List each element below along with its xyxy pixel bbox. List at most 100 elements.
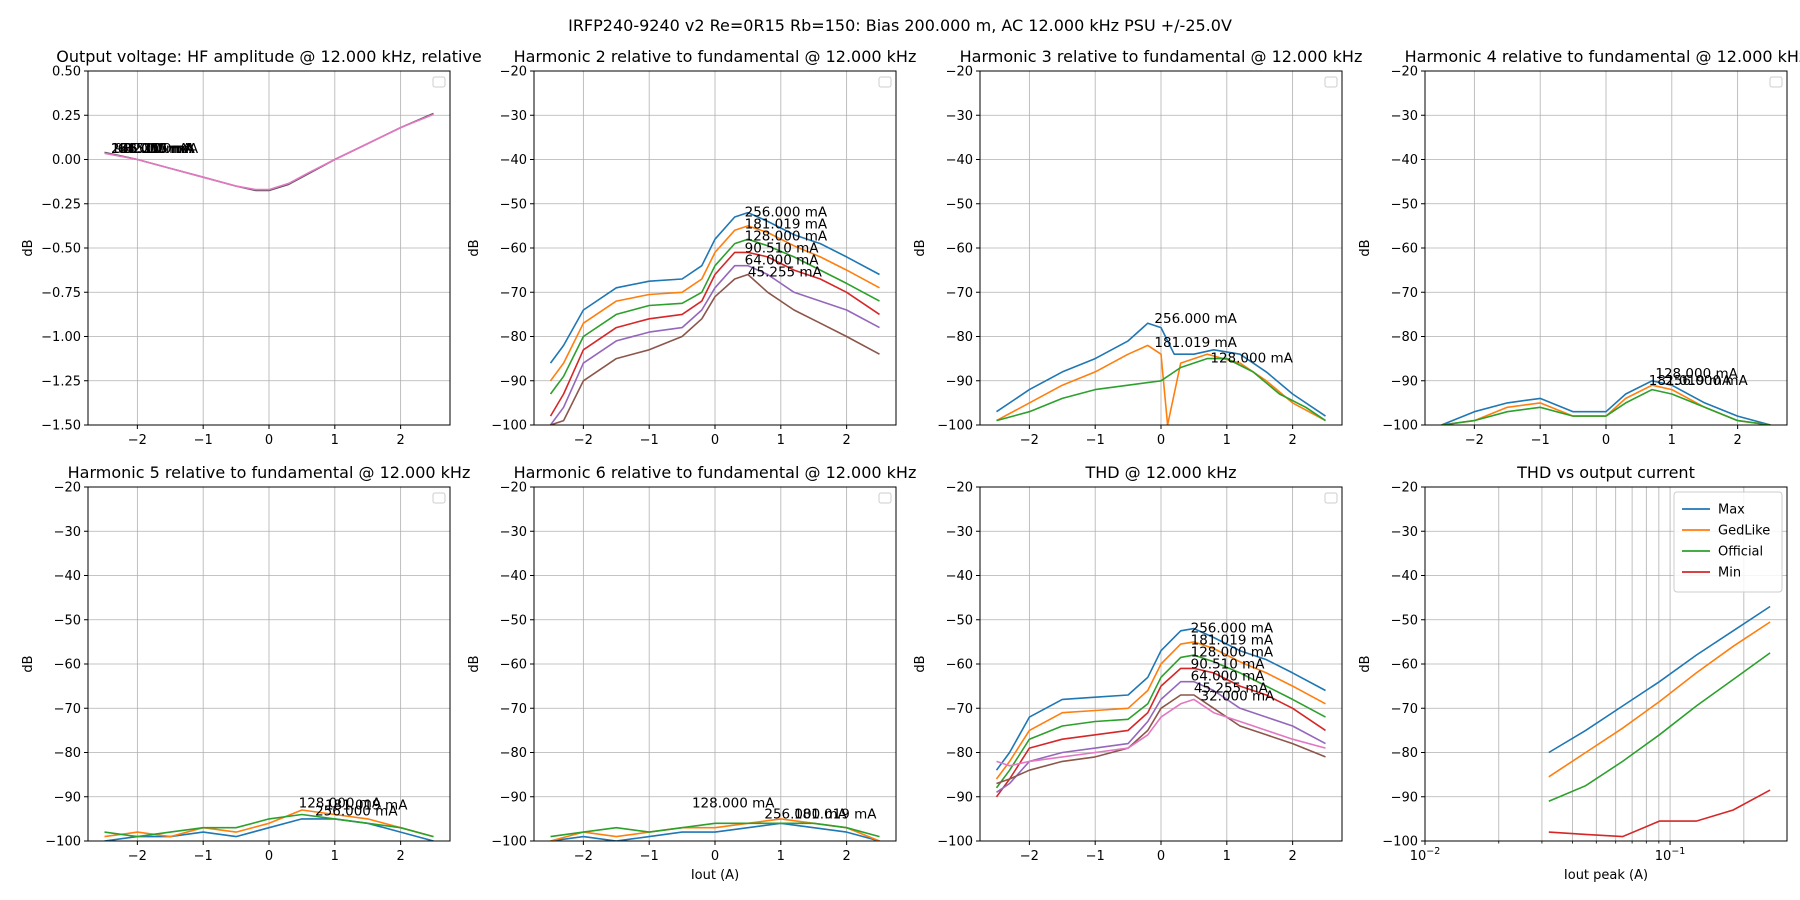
figure-suptitle: IRFP240-9240 v2 Re=0R15 Rb=150: Bias 200… xyxy=(568,16,1232,35)
chart-3-series-group xyxy=(996,322,1326,425)
chart-7-ytick-label: −20 xyxy=(946,481,973,496)
chart-2-ytick-label: −60 xyxy=(500,242,527,257)
chart-3-xtick-label: 0 xyxy=(1157,433,1165,448)
chart-7-series-line xyxy=(996,680,1326,793)
chart-3-series-line xyxy=(996,357,1326,422)
chart-8-xtick-exponent: −1 xyxy=(1671,846,1685,857)
chart-1-ytick-label: 0.00 xyxy=(52,153,81,168)
chart-5-xtick-label: 0 xyxy=(265,849,273,864)
chart-5-series-group xyxy=(104,809,434,841)
chart-5-grid xyxy=(88,486,450,842)
chart-3-legend-empty xyxy=(1324,76,1338,88)
chart-5-xtick-label: −1 xyxy=(194,849,213,864)
chart-8-ytick-label: −20 xyxy=(1391,481,1418,496)
chart-6-annotation: 181.019 mA xyxy=(794,806,877,822)
chart-4-xtick-label: 0 xyxy=(1602,433,1610,448)
chart-8-series-gedlike xyxy=(1548,621,1771,778)
chart-4-ytick-label: −50 xyxy=(1391,197,1418,212)
chart-5-ytick-label: −100 xyxy=(45,835,81,850)
chart-7: −20 −30 −40 −50 −60 −70 −80 −90 −100 −2 −1 0 1 2 THD @… xyxy=(913,463,1343,864)
chart-6-ytick-label: −30 xyxy=(500,525,527,540)
chart-3-annotation: 256.000 mA xyxy=(1154,311,1237,327)
chart-7-xtick-label: −2 xyxy=(1020,849,1039,864)
chart-5-ytick-label: −90 xyxy=(54,790,81,805)
chart-6-xtick-label: 0 xyxy=(711,849,719,864)
chart-3-ytick-label: −40 xyxy=(946,153,973,168)
chart-7-ylabel: dB xyxy=(913,655,928,672)
chart-6-series-group xyxy=(550,818,880,841)
chart-1-ytick-label: −1.50 xyxy=(41,419,81,434)
chart-1-xtick-label: 0 xyxy=(265,433,273,448)
chart-3-xtick-label: −2 xyxy=(1020,433,1039,448)
chart-3-series-line xyxy=(996,344,1326,425)
chart-6-xtick-label: 2 xyxy=(842,849,850,864)
chart-7-title: THD @ 12.000 kHz xyxy=(1084,463,1236,482)
chart-2-legend-empty xyxy=(878,76,892,88)
chart-6-xlabel: Iout (A) xyxy=(691,868,739,883)
chart-2-series-line xyxy=(549,238,880,395)
chart-8-legend-label: Max xyxy=(1718,503,1745,518)
chart-7-ytick-label: −30 xyxy=(946,525,973,540)
chart-6-xtick-label: 1 xyxy=(777,849,785,864)
chart-1-annotation: 32.000 mA xyxy=(124,141,199,157)
chart-8-legend-box xyxy=(1673,491,1783,593)
chart-1-xtick-label: 1 xyxy=(331,433,339,448)
chart-2-series-line xyxy=(549,251,880,417)
chart-5-ytick-label: −80 xyxy=(54,746,81,761)
chart-3-ytick-label: −100 xyxy=(937,419,973,434)
chart-8-series-min xyxy=(1548,789,1771,838)
chart-2-series-line xyxy=(549,264,880,425)
chart-3-ytick-label: −70 xyxy=(946,286,973,301)
chart-8-ytick-label: −100 xyxy=(1382,835,1418,850)
chart-8-grid xyxy=(1424,486,1787,842)
chart-6-xtick-label: −2 xyxy=(574,849,593,864)
chart-1-xtick-label: 2 xyxy=(396,433,404,448)
chart-2-ytick-label: −80 xyxy=(500,330,527,345)
chart-1: 0.50 0.25 0.00 −0.25 −0.50 −0.75 −1.00 −1.25 −1.… xyxy=(21,47,482,448)
chart-1-ytick-label: 0.25 xyxy=(52,109,81,124)
chart-4-xtick-label: 2 xyxy=(1733,433,1741,448)
chart-6-annotation: 256.000 mA xyxy=(764,806,847,822)
chart-7-ytick-label: −100 xyxy=(937,835,973,850)
chart-5-title: Harmonic 5 relative to fundamental @ 12.… xyxy=(68,463,471,482)
chart-5-annotation: 256.000 mA xyxy=(315,803,398,819)
chart-1-ytick-label: 0.50 xyxy=(52,65,81,80)
chart-7-series-line xyxy=(995,667,1326,798)
chart-5-ytick-label: −20 xyxy=(54,481,81,496)
chart-4-xtick-label: −2 xyxy=(1465,433,1484,448)
chart-7-ytick-label: −60 xyxy=(946,658,973,673)
chart-1-xtick-label: −1 xyxy=(194,433,213,448)
chart-4-legend-empty xyxy=(1769,76,1783,88)
chart-4: −20 −30 −40 −50 −60 −70 −80 −90 −100 −2 −1 0 1 2 Harmo… xyxy=(1358,47,1800,448)
chart-4-xtick-label: 1 xyxy=(1668,433,1676,448)
chart-1-grid xyxy=(88,70,450,426)
chart-4-series-line xyxy=(1441,380,1771,425)
chart-7-ytick-label: −40 xyxy=(946,569,973,584)
chart-8-xtick-exponent: −2 xyxy=(1426,846,1440,857)
chart-3-ytick-label: −90 xyxy=(946,374,973,389)
chart-7-series-line xyxy=(995,641,1326,780)
chart-2-ylabel: dB xyxy=(467,239,482,256)
chart-6-xtick-label: −1 xyxy=(640,849,659,864)
chart-1-ytick-label: −0.25 xyxy=(41,197,81,212)
chart-4-annotation: 128.000 mA xyxy=(1655,366,1738,382)
chart-3-annotation: 128.000 mA xyxy=(1210,351,1293,367)
chart-7-annotation: 128.000 mA xyxy=(1191,644,1274,660)
chart-2-annotation: 181.019 mA xyxy=(745,217,828,233)
chart-2-ytick-label: −50 xyxy=(500,197,527,212)
chart-6-title: Harmonic 6 relative to fundamental @ 12.… xyxy=(514,463,917,482)
chart-4-ytick-label: −20 xyxy=(1391,65,1418,80)
chart-2-ytick-label: −100 xyxy=(491,419,527,434)
chart-8-xlabel: Iout peak (A) xyxy=(1564,868,1648,883)
chart-8-series-official xyxy=(1548,652,1771,802)
chart-4-grid xyxy=(1425,70,1787,426)
chart-3-ytick-label: −60 xyxy=(946,242,973,257)
chart-8-ytick-label: −40 xyxy=(1391,569,1418,584)
chart-7-annotation: 45.255 mA xyxy=(1194,680,1269,696)
chart-2-ytick-label: −40 xyxy=(500,153,527,168)
chart-8-legend-label: GedLike xyxy=(1718,524,1770,539)
chart-3: −20 −30 −40 −50 −60 −70 −80 −90 −100 −2 −1 0 1 2 Harmo… xyxy=(913,47,1362,448)
chart-2-ytick-label: −90 xyxy=(500,374,527,389)
chart-1-ytick-label: −0.50 xyxy=(41,242,81,257)
chart-8-ytick-label: −30 xyxy=(1391,525,1418,540)
